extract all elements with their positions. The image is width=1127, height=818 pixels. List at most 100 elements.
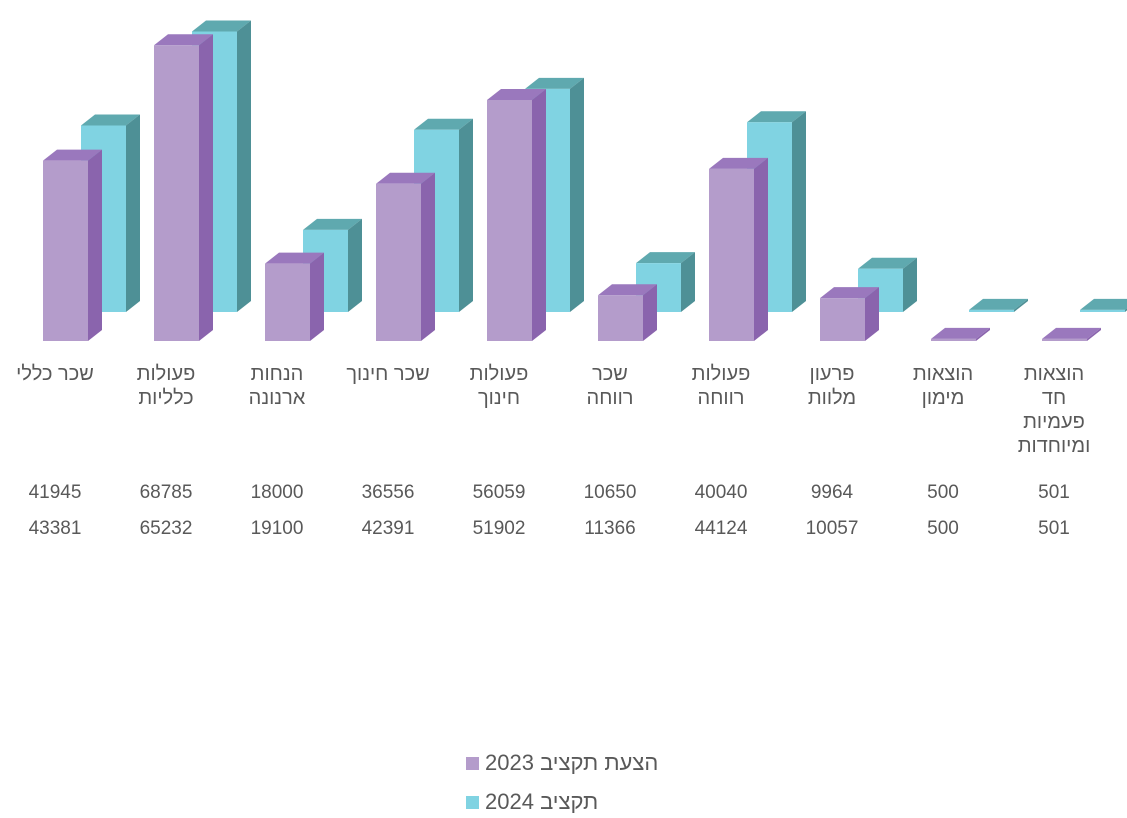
bar-series-2-9 — [969, 298, 1028, 312]
bar-series-2-5-side — [570, 77, 584, 312]
bar-series-1-4-top — [376, 172, 435, 184]
value-label-series-2-3: 19100 — [250, 518, 304, 539]
category-label-3: הנחות ארנונה — [248, 363, 306, 409]
bar-series-2-1-side — [126, 114, 140, 312]
bar-series-1-4 — [376, 172, 435, 341]
value-label-series-1-3: 18000 — [250, 482, 304, 503]
category-label-6: שכר רווחה — [586, 363, 634, 409]
bar-series-2-4-side — [459, 118, 473, 313]
legend-swatch-series-1 — [466, 756, 479, 770]
bar-series-2-10-top — [1080, 298, 1127, 310]
bar-series-1-3-side — [310, 252, 324, 341]
value-label-series-2-8: 10057 — [805, 518, 859, 539]
bar-series-1-10 — [1042, 327, 1101, 341]
bar-series-2-9-top — [969, 298, 1028, 310]
bar-series-1-4-front — [376, 183, 421, 341]
bar-series-1-1-side — [88, 149, 102, 341]
legend-item-series-1: הצעת תקציב 2023 — [466, 748, 658, 778]
legend-label-series-1: הצעת תקציב 2023 — [485, 750, 659, 775]
bar-series-1-2-top — [154, 34, 213, 46]
bar-series-1-9-side — [976, 327, 990, 341]
bar-series-1-5-top — [487, 88, 546, 100]
bar-series-1-1-top — [43, 149, 102, 161]
bar-series-1-4-side — [421, 172, 435, 341]
bar-series-1-6 — [598, 284, 657, 341]
category-label-2: פעולות כלליות — [136, 363, 196, 409]
value-label-series-1-6: 10650 — [583, 482, 637, 503]
bar-series-1-8-top — [820, 287, 879, 299]
value-label-series-1-1: 41945 — [28, 482, 82, 503]
bar-series-1-9-front — [931, 338, 976, 341]
value-label-series-2-4: 42391 — [361, 518, 415, 539]
bar-series-1-2-side — [199, 34, 213, 342]
bar-series-2-9-side — [1014, 298, 1028, 312]
bar-series-1-1-front — [43, 160, 88, 341]
value-label-series-2-5: 51902 — [472, 518, 526, 539]
bar-series-1-5 — [487, 88, 546, 342]
bar-series-2-2-top — [192, 20, 251, 32]
value-label-series-1-9: 500 — [927, 482, 959, 503]
bar-series-1-9-top — [931, 327, 990, 339]
value-label-series-2-10: 501 — [1038, 518, 1070, 539]
category-label-9: הוצאות מימון — [912, 363, 974, 409]
bar-series-1-10-front — [1042, 338, 1087, 341]
bar-series-1-7-top — [709, 157, 768, 169]
value-label-series-2-2: 65232 — [139, 518, 193, 539]
category-label-7: פעולות רווחה — [691, 363, 751, 409]
bar-series-1-8 — [820, 287, 879, 341]
bar-series-1-2 — [154, 34, 213, 342]
value-label-series-1-10: 501 — [1038, 482, 1070, 503]
category-label-8: פרעון מלוות — [807, 363, 857, 409]
value-label-series-1-4: 36556 — [361, 482, 415, 503]
bar-series-2-3-top — [303, 218, 362, 230]
category-label-4: שכר חינוך — [346, 363, 430, 385]
bar-series-2-4-top — [414, 118, 473, 130]
bar-series-1-1 — [43, 149, 102, 341]
legend-item-series-2: תקציב 2024 — [466, 787, 598, 817]
bar-series-2-6-top — [636, 252, 695, 264]
bar-series-2-8-side — [903, 257, 917, 312]
bar-series-2-3-side — [348, 218, 362, 312]
value-label-series-2-9: 500 — [927, 518, 959, 539]
legend-swatch-series-2 — [466, 795, 479, 809]
bar-series-1-3-top — [265, 252, 324, 264]
bar-series-2-2-side — [237, 20, 251, 312]
bar-series-1-5-front — [487, 99, 532, 342]
bar-series-1-8-front — [820, 298, 865, 341]
bar-series-2-5-top — [525, 77, 584, 89]
bar-series-1-7 — [709, 157, 768, 341]
bar-series-1-6-side — [643, 284, 657, 341]
bar-series-2-7-side — [792, 111, 806, 312]
bar-series-2-7-top — [747, 111, 806, 123]
value-label-series-2-1: 43381 — [28, 518, 82, 539]
bar-series-2-9-front — [969, 309, 1014, 312]
bar-series-1-3-front — [265, 263, 310, 341]
bar-series-1-9 — [931, 327, 990, 341]
bar-series-1-6-front — [598, 295, 643, 341]
value-label-series-1-8: 9964 — [810, 482, 854, 503]
value-label-series-1-5: 56059 — [472, 482, 526, 503]
bar-series-2-10 — [1080, 298, 1127, 312]
bar-series-1-7-side — [754, 157, 768, 341]
legend-label-series-2: תקציב 2024 — [485, 789, 599, 814]
bar-series-1-5-side — [532, 88, 546, 342]
bar-series-2-10-front — [1080, 309, 1125, 312]
bar-series-2-8-top — [858, 257, 917, 269]
value-label-series-1-2: 68785 — [139, 482, 193, 503]
category-label-5: פעולות חינוך — [469, 363, 529, 409]
value-label-series-1-7: 40040 — [694, 482, 748, 503]
bar-series-1-10-side — [1087, 327, 1101, 341]
bar-series-1-3 — [265, 252, 324, 341]
bar-series-1-10-top — [1042, 327, 1101, 339]
bar-series-1-6-top — [598, 284, 657, 296]
bar-series-2-1-top — [81, 114, 140, 126]
value-label-series-2-7: 44124 — [694, 518, 748, 539]
category-label-10: הוצאות חד פעמיות ומיוחדות — [1017, 363, 1091, 457]
bar-series-2-6-side — [681, 252, 695, 312]
value-label-series-2-6: 11366 — [584, 518, 636, 539]
bar-series-1-7-front — [709, 168, 754, 341]
bar-series-1-2-front — [154, 45, 199, 342]
category-label-1: שכר כללי — [16, 363, 94, 385]
bar-series-1-8-side — [865, 287, 879, 341]
